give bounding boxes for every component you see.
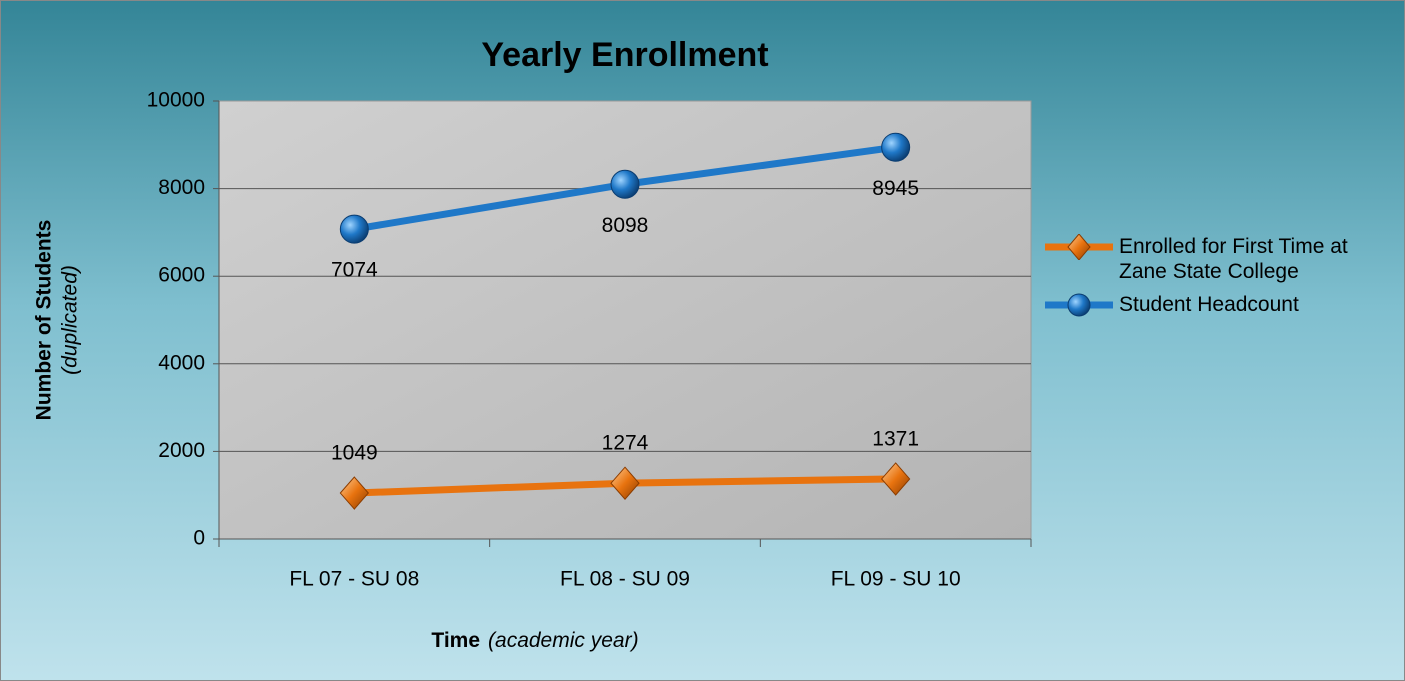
x-axis-title: Time (431, 629, 480, 652)
data-label: 8098 (602, 214, 649, 237)
data-label: 1371 (872, 427, 919, 450)
point (1067, 293, 1091, 317)
y-tick-label: 0 (193, 527, 205, 550)
data-label: 7074 (331, 259, 378, 282)
point (1067, 234, 1091, 260)
y-axis-label: Number of Students (33, 220, 56, 421)
y-tick-label: 10000 (147, 89, 205, 112)
legend: Enrolled for First Time at Zane State Co… (1041, 234, 1381, 325)
point (881, 132, 911, 162)
data-label: 1274 (602, 432, 649, 455)
point (881, 462, 911, 496)
x-tick-label: FL 07 - SU 08 (289, 568, 419, 591)
x-axis-note: (academic year) (488, 629, 639, 652)
point (610, 466, 640, 500)
point (610, 169, 640, 199)
y-tick-label: 2000 (158, 439, 205, 462)
legend-icon (1045, 293, 1113, 317)
legend-item: Student Headcount (1041, 292, 1381, 317)
y-tick-label: 8000 (158, 176, 205, 199)
x-tick-label: FL 09 - SU 10 (831, 568, 961, 591)
y-tick-label: 6000 (158, 264, 205, 287)
y-axis-note: (duplicated) (59, 265, 82, 375)
legend-item: Enrolled for First Time at Zane State Co… (1041, 234, 1381, 284)
data-label: 8945 (872, 177, 919, 200)
x-tick-label: FL 08 - SU 09 (560, 568, 690, 591)
point (339, 476, 369, 510)
legend-icon (1045, 234, 1113, 260)
x-axis-label: Time (academic year) (431, 629, 638, 652)
chart-title: Yearly Enrollment (481, 36, 768, 74)
y-tick-label: 4000 (158, 351, 205, 374)
data-label: 1049 (331, 442, 378, 465)
legend-label: Student Headcount (1119, 293, 1299, 316)
legend-label: Enrolled for First Time at Zane State Co… (1119, 235, 1348, 283)
point (339, 214, 369, 244)
